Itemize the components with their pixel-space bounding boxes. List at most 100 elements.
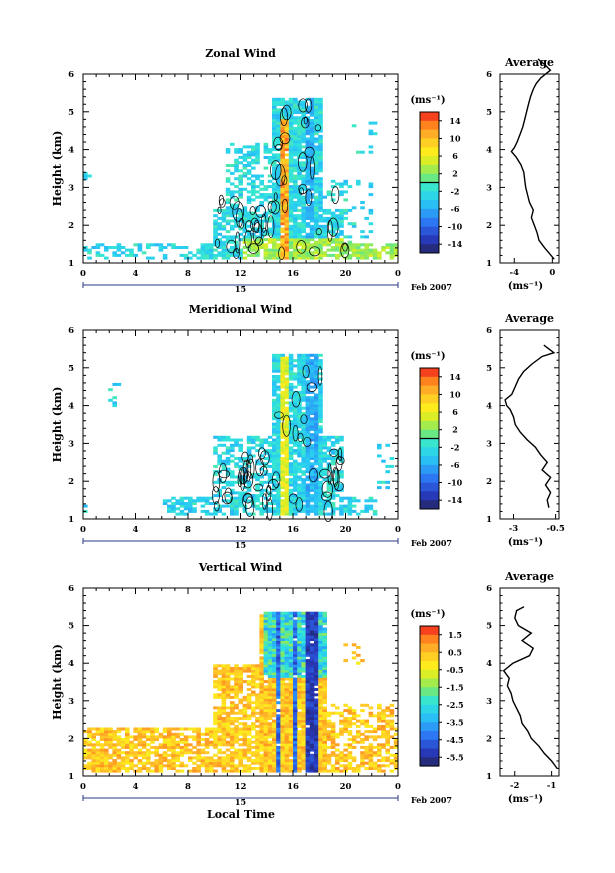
- heatmap-cell: [305, 105, 311, 109]
- heatmap-cell: [297, 454, 302, 458]
- heatmap-cell: [242, 174, 248, 178]
- heatmap-cell: [238, 738, 243, 741]
- heatmap-cell: [137, 748, 143, 752]
- heatmap-cell: [335, 232, 340, 236]
- heatmap-cell: [297, 651, 302, 655]
- heatmap-cell: [221, 738, 227, 741]
- heatmap-cell: [162, 256, 168, 260]
- heatmap-cell: [284, 140, 290, 144]
- heatmap-cell: [347, 504, 353, 508]
- heatmap-cell: [267, 451, 273, 455]
- heatmap-cell: [272, 457, 277, 460]
- heatmap-cell: [305, 643, 311, 647]
- heatmap-cell: [309, 745, 315, 749]
- heatmap-cell: [246, 454, 252, 458]
- heatmap-cell: [305, 735, 311, 739]
- heatmap-cell: [351, 656, 357, 660]
- heatmap-cell: [284, 367, 290, 370]
- heatmap-cell: [217, 682, 222, 686]
- heatmap-cell: [347, 246, 353, 249]
- heatmap-cell: [280, 614, 285, 618]
- heatmap-cell: [318, 108, 323, 112]
- heatmap-cell: [246, 703, 252, 707]
- heatmap-cell: [200, 246, 206, 249]
- heatmap-cell: [230, 470, 235, 474]
- heatmap-cell: [267, 659, 273, 663]
- contour-line: [242, 493, 253, 504]
- heatmap-cell: [234, 751, 239, 755]
- heatmap-cell: [288, 682, 294, 686]
- heatmap-cell: [280, 680, 285, 684]
- heatmap-cell: [280, 177, 285, 181]
- heatmap-cell: [314, 435, 319, 439]
- heatmap-cell: [280, 359, 285, 363]
- heatmap-cell: [377, 735, 382, 739]
- heatmap-cell: [284, 504, 290, 508]
- heatmap-cell: [301, 617, 306, 620]
- heatmap-cell: [288, 645, 294, 649]
- heatmap-cell: [204, 767, 210, 770]
- heatmap-cell: [225, 462, 231, 466]
- heatmap-cell: [364, 753, 369, 757]
- colorbar-swatch: [420, 182, 439, 192]
- heatmap-cell: [87, 761, 92, 765]
- heatmap-cell: [293, 441, 298, 445]
- heatmap-cell: [297, 659, 302, 663]
- contour-lines: [214, 98, 350, 260]
- heatmap-cell: [343, 717, 348, 720]
- heatmap-cell: [288, 664, 294, 668]
- heatmap-cell: [196, 735, 201, 739]
- heatmap-cell: [238, 709, 243, 713]
- heatmap-cell: [272, 630, 277, 634]
- heatmap-cell: [356, 645, 361, 649]
- heatmap-cell: [280, 211, 285, 215]
- heatmap-cell: [259, 690, 264, 694]
- heatmap-cell: [276, 486, 281, 490]
- heatmap-cell: [288, 185, 294, 189]
- heatmap-cell: [301, 611, 306, 615]
- heatmap-cell: [305, 404, 311, 408]
- heatmap-cell: [230, 253, 235, 257]
- heatmap-cell: [280, 751, 285, 755]
- heatmap-cell: [293, 126, 298, 130]
- heatmap-cell: [91, 753, 96, 757]
- heatmap-cell: [246, 732, 252, 736]
- heatmap-cell: [183, 748, 189, 752]
- heatmap-cell: [259, 480, 264, 484]
- heatmap-cell: [280, 730, 285, 734]
- heatmap-cell: [225, 222, 231, 226]
- heatmap-cell: [351, 651, 357, 655]
- heatmap-cell: [318, 467, 323, 471]
- heatmap-cell: [284, 730, 290, 734]
- heatmap-cell: [95, 243, 101, 247]
- heatmap-cell: [221, 451, 227, 455]
- heatmap-cell: [284, 171, 290, 175]
- heatmap-cell: [372, 753, 378, 757]
- heatmap-cell: [293, 164, 298, 167]
- heatmap-cell: [314, 735, 319, 739]
- heatmap-cell: [314, 126, 319, 130]
- heatmap-cell: [314, 105, 319, 109]
- heatmap-cell: [293, 206, 298, 210]
- heatmap-cell: [267, 472, 273, 476]
- heatmap-cell: [125, 761, 130, 765]
- heatmap-cell: [280, 198, 285, 202]
- heatmap-cell: [301, 751, 306, 755]
- heatmap-cell: [347, 719, 353, 723]
- heatmap-cell: [272, 719, 277, 723]
- heatmap-cell: [259, 740, 264, 744]
- heatmap-cell: [217, 764, 222, 768]
- heatmap-cell: [267, 441, 273, 445]
- heatmap-cell: [108, 769, 113, 773]
- heatmap-cell: [272, 367, 277, 370]
- heatmap-cell: [272, 467, 277, 471]
- heatmap-cell: [196, 251, 201, 255]
- heatmap-cell: [305, 496, 311, 500]
- colorbar-swatch: [420, 394, 439, 404]
- heatmap-cell: [242, 664, 248, 668]
- heatmap-cell: [318, 667, 323, 670]
- heatmap-cell: [280, 632, 285, 636]
- heatmap-cell: [284, 412, 290, 415]
- heatmap-cell: [179, 761, 185, 765]
- heatmap-cell: [267, 211, 273, 215]
